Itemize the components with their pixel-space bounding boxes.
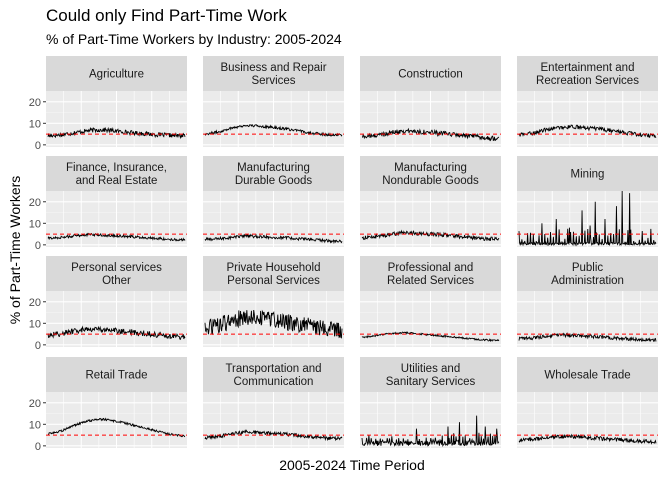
facet-label: Agriculture xyxy=(89,69,144,81)
facet-label: Related Services xyxy=(387,275,474,287)
facet-label: Retail Trade xyxy=(85,370,147,382)
y-tick-label: 0 xyxy=(35,240,41,252)
facet-strip xyxy=(517,357,658,392)
facet-label: Finance, Insurance, xyxy=(66,162,167,174)
y-tick-label: 10 xyxy=(29,218,41,230)
facet-strip xyxy=(203,357,344,392)
facet-strip xyxy=(46,56,187,91)
facet-label: Utilities and xyxy=(401,363,460,375)
facet-label: Personal Services xyxy=(227,275,320,287)
facet-label: Administration xyxy=(551,275,624,287)
series-line xyxy=(361,127,500,142)
y-tick-label: 10 xyxy=(29,118,41,130)
facet-strip xyxy=(203,256,344,291)
series-line xyxy=(47,417,186,438)
facet-strip xyxy=(360,357,501,392)
facet-label: Manufacturing xyxy=(237,162,310,174)
y-tick-label: 0 xyxy=(35,340,41,352)
series-line xyxy=(361,415,500,447)
y-tick-label: 20 xyxy=(29,97,41,109)
facet-panel: Mining xyxy=(517,156,658,247)
series-line xyxy=(204,309,343,339)
chart-title: Could only Find Part-Time Work xyxy=(46,6,287,25)
facet-strip xyxy=(517,256,658,291)
facet-label: Construction xyxy=(398,69,463,81)
facet-strip xyxy=(46,256,187,291)
series-line xyxy=(518,190,657,247)
facet-label: Communication xyxy=(234,376,314,388)
facet-strip xyxy=(203,156,344,191)
facet-label: Services xyxy=(251,75,295,87)
y-tick-label: 10 xyxy=(29,318,41,330)
chart-subtitle: % of Part-Time Workers by Industry: 2005… xyxy=(46,31,342,47)
y-tick-label: 20 xyxy=(29,197,41,209)
facet-label: Public xyxy=(572,262,604,274)
y-tick-label: 20 xyxy=(29,398,41,410)
facet-strip xyxy=(360,56,501,91)
facet-label: Business and Repair xyxy=(220,62,326,74)
facet-label: Private Household xyxy=(227,262,321,274)
facet-label: Mining xyxy=(571,169,605,181)
facet-label: Other xyxy=(102,275,131,287)
facet-label: Sanitary Services xyxy=(386,376,476,388)
facet-strip xyxy=(360,156,501,191)
facet-label: and Real Estate xyxy=(76,175,158,187)
series-line xyxy=(47,126,186,140)
facet-label: Transportation and xyxy=(225,363,321,375)
facet-panel: Finance, Insurance,and Real Estate 0 10 20 xyxy=(29,156,187,252)
y-tick-label: 20 xyxy=(29,297,41,309)
x-axis-label: 2005-2024 Time Period xyxy=(279,457,425,473)
y-tick-label: 0 xyxy=(35,441,41,453)
facet-strip xyxy=(517,156,658,191)
facet-strip xyxy=(46,357,187,392)
facet-label: Recreation Services xyxy=(536,75,639,87)
facet-strip xyxy=(46,156,187,191)
facet-label: Nondurable Goods xyxy=(382,175,479,187)
facet-strip xyxy=(360,256,501,291)
series-line xyxy=(204,124,343,138)
facet-panel: Retail Trade 0 10 20 xyxy=(29,357,187,453)
series-line xyxy=(518,332,657,343)
facet-label: Entertainment and xyxy=(541,62,635,74)
facet-label: Professional and xyxy=(388,262,474,274)
facet-panel: Wholesale Trade xyxy=(517,357,658,448)
facet-label: Durable Goods xyxy=(235,175,313,187)
facet-strip xyxy=(203,56,344,91)
facet-label: Manufacturing xyxy=(394,162,467,174)
y-tick-label: 10 xyxy=(29,419,41,431)
facet-label: Personal services xyxy=(71,262,162,274)
series-line xyxy=(204,233,343,245)
series-line xyxy=(518,124,657,139)
facet-panel: Agriculture 0 10 20 xyxy=(29,56,187,152)
facet-label: Wholesale Trade xyxy=(544,370,630,382)
series-line xyxy=(518,433,657,445)
series-line xyxy=(47,232,186,242)
y-tick-label: 0 xyxy=(35,140,41,152)
facet-panel: Construction xyxy=(360,56,501,147)
facet-strip xyxy=(517,56,658,91)
